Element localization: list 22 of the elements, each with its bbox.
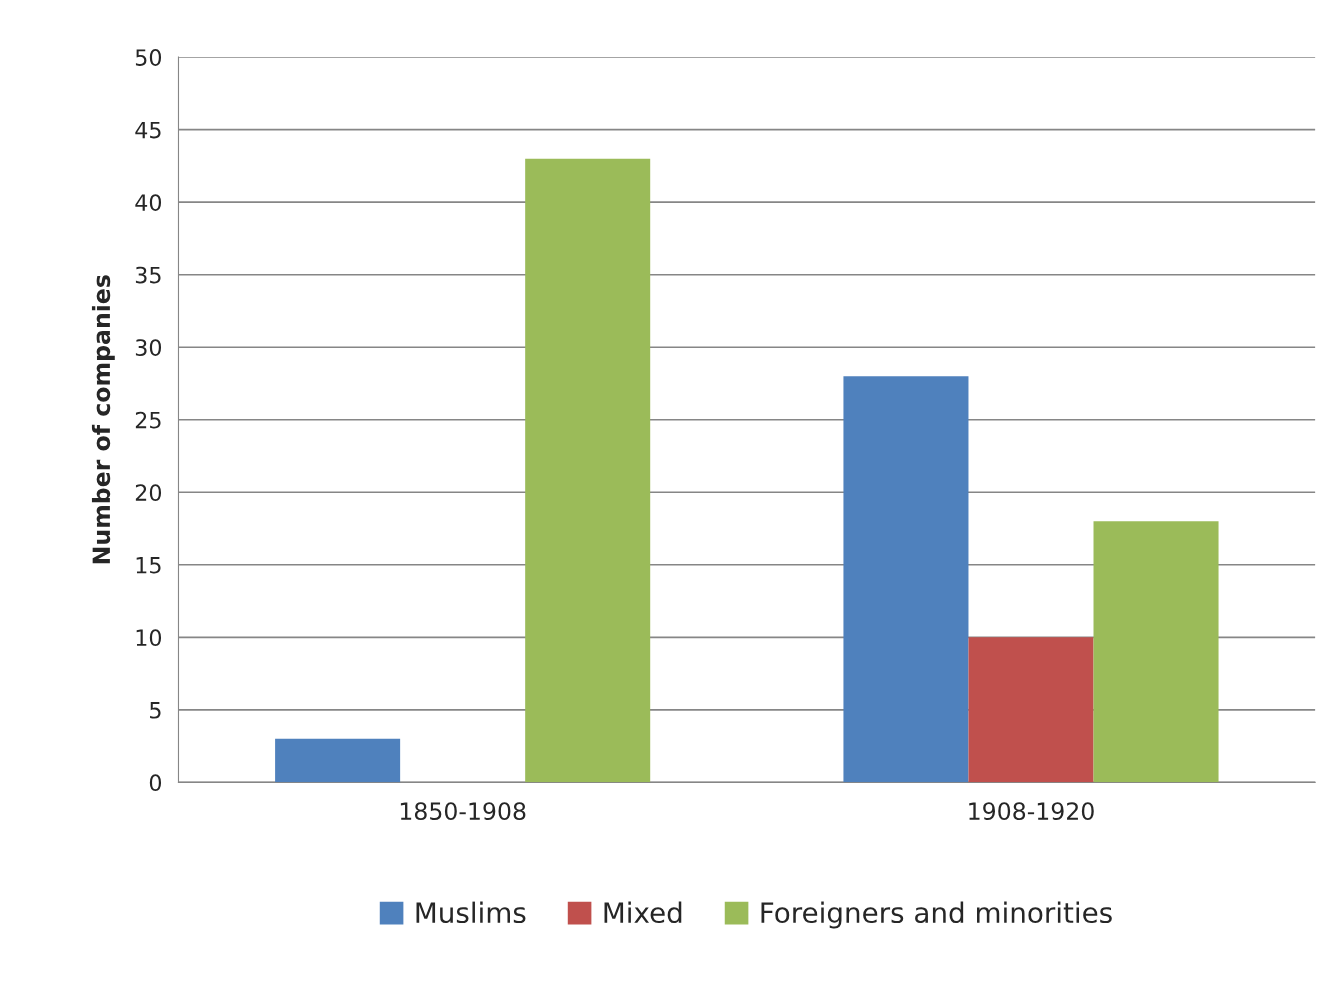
y-tick-label: 25 — [135, 411, 161, 429]
bar — [968, 637, 1094, 783]
legend-label: Foreigners and minorities — [761, 901, 1112, 929]
y-tick-label: 10 — [136, 629, 162, 647]
bar — [1093, 521, 1219, 783]
x-tick-label: 1908-1920 — [969, 802, 1094, 821]
bar — [525, 158, 651, 783]
y-axis-title: Number of companies — [91, 275, 115, 564]
y-tick-label: 5 — [150, 702, 161, 719]
bar — [843, 376, 969, 783]
y-tick-label: 15 — [136, 557, 161, 574]
y-tick-label: 0 — [149, 774, 162, 792]
x-tick-label: 1850-1908 — [400, 802, 526, 821]
y-tick-label: 40 — [135, 194, 162, 211]
y-tick-label: 35 — [135, 266, 161, 284]
y-tick-label: 30 — [135, 339, 162, 356]
legend-label: Mixed — [604, 901, 682, 924]
legend-label: Muslims — [416, 901, 526, 924]
y-tick-label: 50 — [135, 49, 162, 66]
bar — [275, 738, 401, 783]
y-tick-label: 20 — [135, 484, 162, 502]
y-tick-label: 45 — [135, 121, 161, 139]
